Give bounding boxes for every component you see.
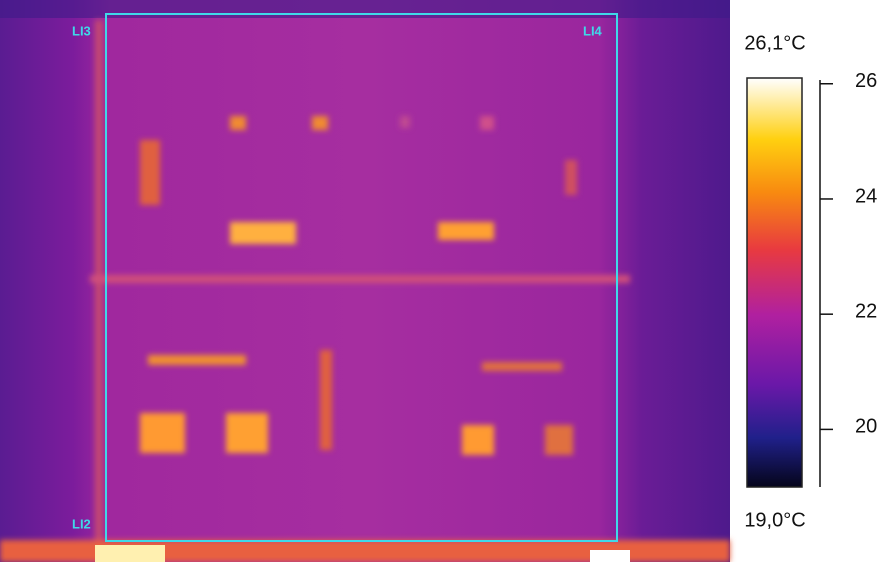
scale-tick-label: 22 bbox=[855, 300, 877, 322]
scale-max-label: 26,1°C bbox=[744, 32, 805, 54]
marker-label: LI3 bbox=[72, 23, 91, 38]
scale-min-label: 19,0°C bbox=[744, 509, 805, 531]
scale-tick-label: 20 bbox=[855, 416, 877, 438]
marker-label: LI4 bbox=[583, 23, 603, 38]
marker-label: LI2 bbox=[72, 516, 91, 531]
scale-tick-label: 24 bbox=[855, 185, 877, 207]
temperature-scale: 26,1°C 19,0°C 20 22 24 26 bbox=[744, 32, 877, 531]
color-bar bbox=[746, 77, 803, 488]
thermal-image: LI3 LI4 LI2 bbox=[0, 0, 730, 562]
scale-tick-label: 26 bbox=[855, 70, 877, 92]
